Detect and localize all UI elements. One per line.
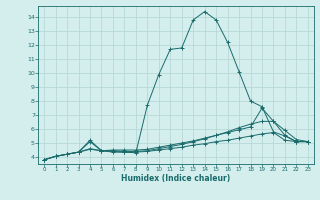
X-axis label: Humidex (Indice chaleur): Humidex (Indice chaleur) [121,174,231,183]
